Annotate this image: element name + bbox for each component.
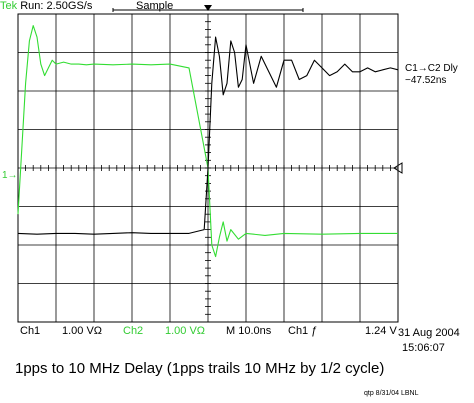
- figure-caption: 1pps to 10 MHz Delay (1pps trails 10 MHz…: [15, 360, 385, 377]
- run-status: Run: 2.50GS/s: [20, 0, 93, 12]
- trigger-level-marker: [393, 162, 403, 174]
- figure-credit: qtp 8/31/04 LBNL: [364, 390, 419, 397]
- ch1-scale: 1.00 VΩ: [62, 325, 103, 337]
- ch1-trace: [17, 36, 399, 235]
- delay-measurement-value: −47.52ns: [405, 75, 447, 86]
- scope-markers: [112, 5, 403, 174]
- ch2-scale: 1.00 VΩ: [165, 325, 206, 337]
- brand-label: Tek: [0, 0, 18, 12]
- graticule: [17, 13, 399, 323]
- ch2-label: Ch2: [123, 325, 144, 337]
- acquisition-mode: Sample: [136, 0, 174, 12]
- waveform-traces: [17, 25, 399, 258]
- trigger-level: 1.24 V: [365, 325, 397, 337]
- status-bar: Tek Run: 2.50GS/s: [0, 0, 92, 12]
- capture-time: 15:06:07: [402, 342, 445, 354]
- ch1-ground-marker: 1→: [2, 170, 18, 181]
- trigger-position-marker: [204, 5, 212, 11]
- ch2-trace: [17, 25, 398, 258]
- ch1-label: Ch1: [20, 325, 41, 337]
- timebase-setting: M 10.0ns: [226, 325, 272, 337]
- delay-measurement-label: C1→C2 Dly: [405, 63, 458, 74]
- trigger-setting: Ch1 ƒ: [288, 325, 318, 337]
- capture-date: 31 Aug 2004: [398, 327, 460, 339]
